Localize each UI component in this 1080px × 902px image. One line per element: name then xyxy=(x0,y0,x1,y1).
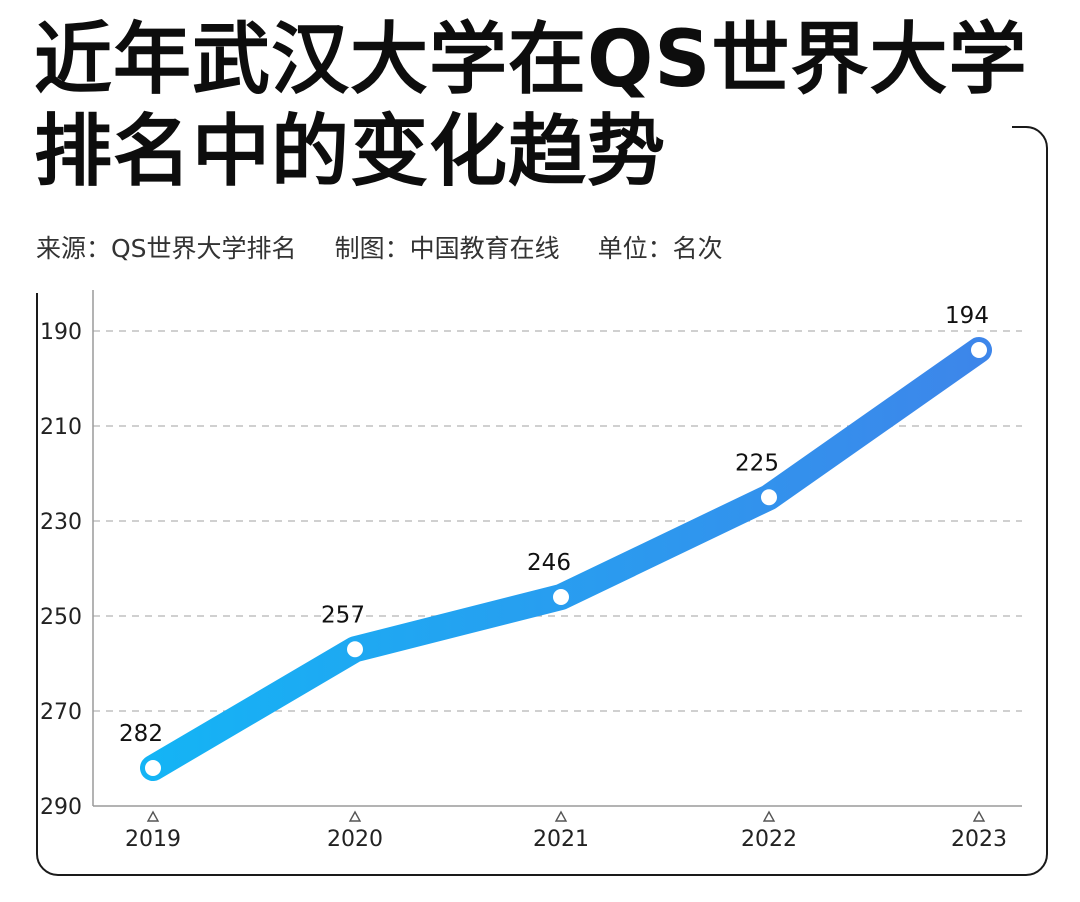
frame-mask xyxy=(28,118,1012,293)
page-title: 近年武汉大学在QS世界大学排名中的变化趋势 xyxy=(34,15,1028,197)
x-tick-label: 2022 xyxy=(741,827,797,852)
labels-layer: 282 257 246 225 194 xyxy=(119,303,989,747)
x-tick-label: 2021 xyxy=(533,827,589,852)
x-tick-marker xyxy=(146,810,160,822)
data-label: 194 xyxy=(945,303,989,329)
credit-note: 制图：中国教育在线 xyxy=(334,234,560,263)
data-label: 282 xyxy=(119,721,163,747)
data-label: 246 xyxy=(527,550,571,576)
data-point xyxy=(347,641,363,658)
axes: 190 210 230 250 270 290 2019 2020 2021 2022 2023 xyxy=(40,290,1022,852)
series-layer xyxy=(140,337,992,781)
y-tick-label: 290 xyxy=(40,795,82,820)
data-label: 257 xyxy=(321,602,365,628)
x-tick-marker xyxy=(554,810,568,822)
y-tick-label: 250 xyxy=(40,605,82,630)
y-tick-label: 190 xyxy=(40,320,82,345)
source-note: 来源：QS世界大学排名 xyxy=(36,234,297,263)
x-tick-label: 2019 xyxy=(125,827,181,852)
x-tick-label: 2020 xyxy=(327,827,383,852)
x-tick-marker xyxy=(348,810,362,822)
data-point xyxy=(971,342,987,358)
data-point xyxy=(761,489,777,506)
x-tick-marker xyxy=(972,810,986,822)
x-tick-marker xyxy=(762,810,776,822)
y-tick-label: 230 xyxy=(40,510,82,535)
unit-note: 单位：名次 xyxy=(597,234,723,263)
y-tick-label: 270 xyxy=(40,700,82,725)
data-point xyxy=(145,760,161,776)
y-tick-label: 210 xyxy=(40,415,82,440)
x-tick-label: 2023 xyxy=(951,827,1007,852)
data-label: 225 xyxy=(735,450,779,476)
data-point xyxy=(553,589,569,605)
grid-lines xyxy=(93,330,1022,712)
chart-meta: 来源：QS世界大学排名 制图：中国教育在线 单位：名次 xyxy=(36,231,723,267)
